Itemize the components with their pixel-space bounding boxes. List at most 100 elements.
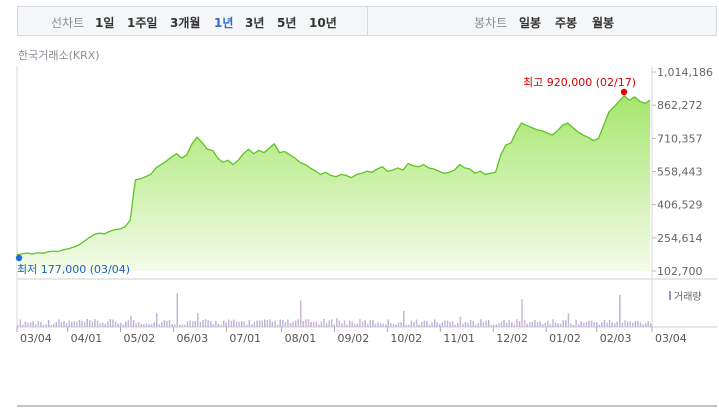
volume-bar	[539, 321, 541, 327]
volume-bar	[101, 322, 104, 327]
volume-bar	[271, 321, 274, 327]
volume-bar	[477, 322, 480, 327]
period-1d[interactable]: 1일	[95, 16, 115, 30]
volume-bar	[346, 324, 348, 327]
volume-bar	[55, 322, 58, 327]
volume-bar	[181, 324, 184, 327]
volume-bar	[485, 320, 487, 327]
volume-bar	[215, 320, 217, 327]
period-3m[interactable]: 3개월	[170, 16, 201, 30]
period-1w[interactable]: 1주일	[127, 16, 158, 30]
volume-bar	[436, 322, 438, 327]
volume-bar	[377, 322, 379, 327]
volume-bar	[580, 321, 582, 327]
volume-bar	[19, 319, 22, 327]
volume-legend-label: 거래량	[674, 291, 702, 303]
volume-bar	[194, 321, 196, 327]
volume-bar	[451, 321, 454, 327]
volume-bar	[45, 323, 47, 327]
volume-bar	[333, 324, 335, 327]
volume-bar	[238, 321, 240, 327]
volume-bar	[240, 321, 243, 327]
volume-bar	[63, 321, 65, 327]
volume-bar	[174, 324, 176, 327]
volume-bar	[40, 322, 42, 327]
volume-bar	[135, 323, 137, 327]
period-3y[interactable]: 3년	[245, 16, 265, 30]
volume-bar	[590, 320, 593, 327]
volume-bar	[387, 319, 389, 327]
volume-bar	[523, 320, 526, 327]
volume-bar	[500, 321, 503, 327]
x-tick-label: 09/02	[338, 332, 370, 345]
y-tick-label: 558,443	[657, 166, 703, 179]
volume-bar	[472, 321, 474, 327]
toolbar-divider	[367, 7, 368, 35]
volume-bar	[647, 321, 649, 327]
volume-bar	[565, 320, 567, 327]
source-label: 한국거래소(KRX)	[18, 49, 100, 62]
volume-bar	[24, 321, 27, 327]
candle-daily[interactable]: 일봉	[519, 16, 542, 30]
volume-bar	[578, 324, 580, 327]
y-tick-label: 406,529	[657, 199, 703, 212]
volume-bar	[529, 322, 531, 327]
volume-bar	[60, 322, 63, 327]
volume-bar	[544, 322, 546, 327]
volume-bar	[444, 320, 446, 327]
volume-bar	[341, 323, 343, 327]
volume-bar	[58, 319, 60, 327]
volume-bar	[585, 321, 588, 327]
volume-bar	[307, 319, 310, 327]
volume-bar	[531, 321, 534, 327]
volume-bar	[397, 322, 400, 327]
volume-bar	[258, 320, 261, 327]
volume-bar	[186, 321, 189, 327]
volume-bar	[557, 323, 559, 327]
volume-bar	[132, 320, 135, 327]
volume-bar	[266, 319, 269, 327]
candle-chart-label: 봉차트	[474, 16, 508, 30]
max-marker	[620, 88, 628, 96]
volume-bar	[323, 319, 325, 327]
period-5y[interactable]: 5년	[277, 16, 297, 30]
volume-bar	[554, 322, 557, 327]
price-line	[16, 94, 651, 256]
candle-monthly[interactable]: 월봉	[592, 16, 615, 30]
volume-bar	[462, 323, 464, 327]
volume-bar	[632, 322, 634, 327]
volume-bar	[328, 320, 330, 327]
period-10y[interactable]: 10년	[309, 16, 337, 30]
volume-bar	[202, 320, 204, 327]
candle-weekly[interactable]: 주봉	[555, 16, 578, 30]
volume-bar	[112, 319, 114, 327]
volume-bar	[107, 321, 109, 327]
x-tick-label: 03/04	[655, 332, 687, 345]
chart-toolbar: 선차트 1일 1주일 3개월 1년 3년 5년 10년 봉차트 일봉 주봉 월봉	[17, 6, 717, 36]
volume-bar	[469, 320, 472, 327]
volume-bar	[86, 319, 88, 327]
volume-bar	[606, 322, 608, 327]
volume-bar	[598, 324, 600, 327]
volume-bar	[53, 323, 55, 327]
volume-bar	[73, 321, 76, 327]
volume-bar	[588, 320, 590, 327]
volume-bar	[403, 310, 405, 327]
volume-bar	[114, 321, 117, 327]
volume-bar	[325, 323, 328, 327]
volume-bar	[156, 313, 158, 327]
volume-bar	[305, 319, 307, 327]
volume-bar	[359, 319, 361, 327]
volume-bar	[318, 324, 320, 327]
volume-bar	[189, 320, 191, 327]
volume-bar	[454, 324, 456, 327]
y-tick-label: 102,700	[657, 265, 703, 278]
x-tick-label: 10/02	[390, 332, 422, 345]
volume-bar	[480, 319, 482, 327]
volume-bar	[423, 320, 426, 327]
volume-bar	[109, 319, 112, 327]
volume-bar	[439, 323, 441, 327]
volume-bar	[312, 321, 315, 327]
volume-bar	[433, 319, 436, 327]
period-1y[interactable]: 1년	[214, 16, 234, 30]
